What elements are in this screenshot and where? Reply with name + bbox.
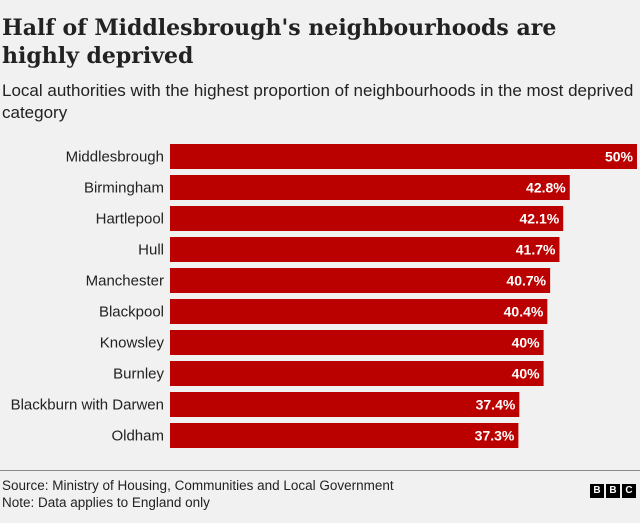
bar-blackburn-with-darwen [170,392,520,417]
value-label: 42.8% [526,180,566,196]
value-label: 41.7% [516,242,556,258]
category-label: Blackburn with Darwen [11,397,164,414]
value-label: 37.4% [476,397,516,413]
category-label: Hull [138,242,164,259]
value-label: 40% [512,366,541,382]
category-label: Knowsley [100,335,165,352]
bbc-logo-letter: B [606,484,620,498]
value-label: 40.4% [504,304,544,320]
bar-burnley [170,361,544,386]
category-label: Hartlepool [96,211,164,228]
data-note: Note: Data applies to England only [2,495,210,510]
value-label: 40% [512,335,541,351]
bar-birmingham [170,175,570,200]
category-label: Manchester [86,273,164,290]
source-note: Source: Ministry of Housing, Communities… [2,478,394,493]
bar-hull [170,237,560,262]
value-label: 50% [605,149,634,165]
category-label: Birmingham [84,180,164,197]
chart-subtitle: Local authorities with the highest propo… [2,81,634,122]
bbc-logo-letter: C [622,484,636,498]
category-label: Middlesbrough [66,149,164,166]
bar-chart: Middlesbrough 50% Birmingham 42.8% Hartlepoo… [11,144,637,448]
category-label: Blackpool [99,304,164,321]
value-label: 42.1% [520,211,560,227]
bar-knowsley [170,330,544,355]
bar-hartlepool [170,206,564,231]
footer-divider [0,470,640,471]
bar-middlesbrough [170,144,637,169]
value-label: 40.7% [506,273,546,289]
bar-manchester [170,268,551,293]
chart-title: Half of Middlesbrough's neighbourhoods a… [2,15,557,69]
footer: Source: Ministry of Housing, Communities… [2,477,394,511]
bbc-logo-letter: B [590,484,604,498]
category-label: Burnley [113,366,164,383]
bbc-logo: B B C [590,484,636,498]
category-label: Oldham [111,428,164,445]
value-label: 37.3% [475,428,515,444]
bar-blackpool [170,299,548,324]
bar-oldham [170,423,519,448]
